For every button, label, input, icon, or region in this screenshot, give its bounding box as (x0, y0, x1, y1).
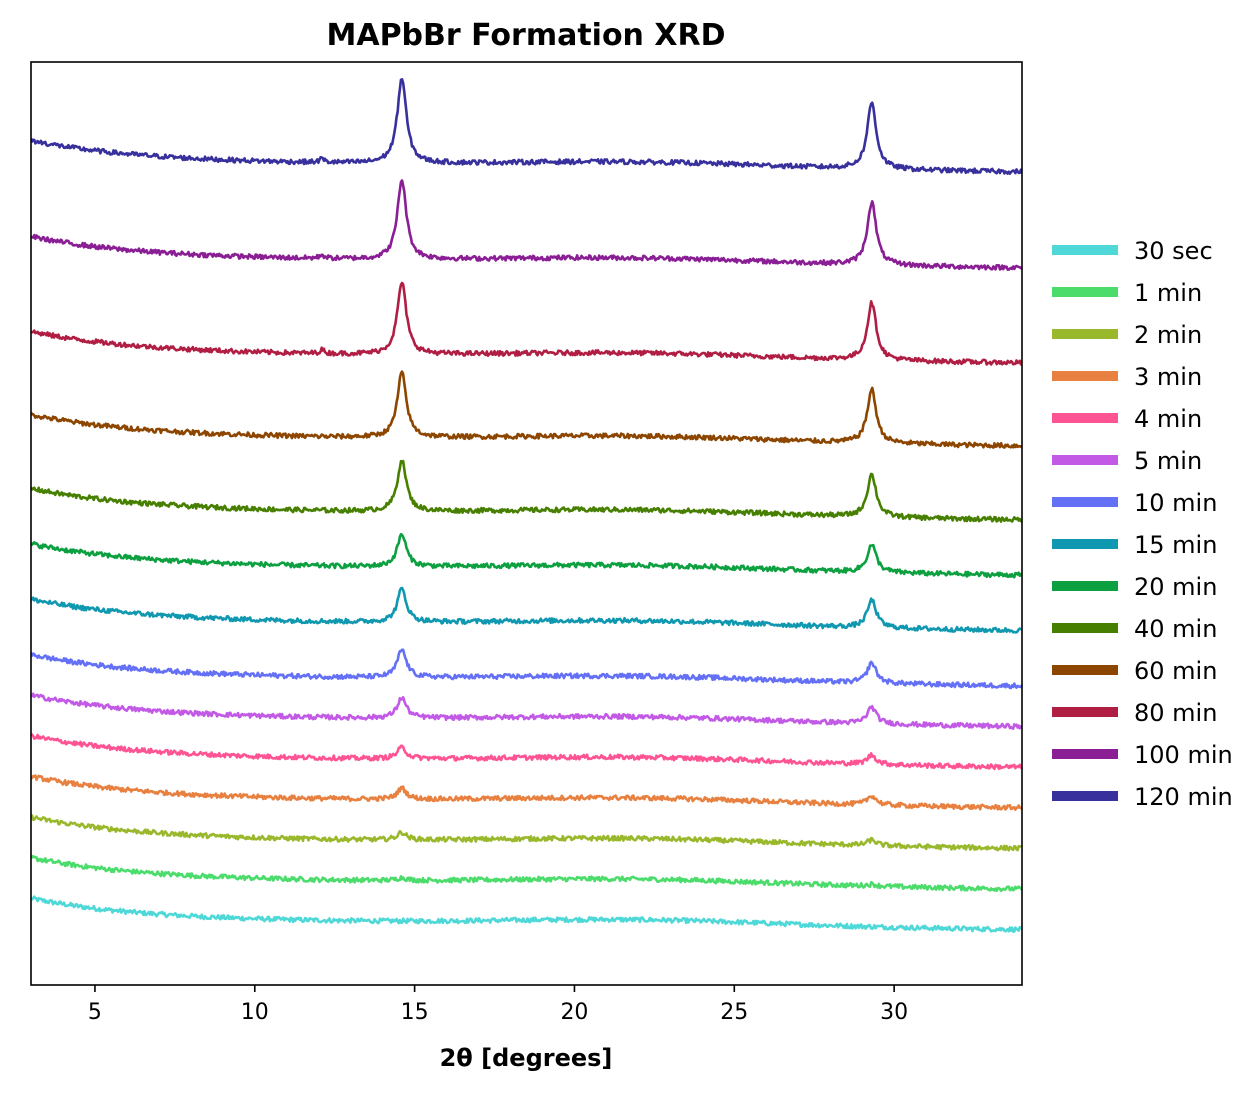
series-line-15-min (31, 586, 1022, 634)
legend-swatch (1052, 413, 1118, 423)
legend-swatch (1052, 581, 1118, 591)
series-line-10-min (31, 648, 1022, 690)
legend-label: 3 min (1134, 363, 1202, 391)
x-tick-label: 5 (88, 1000, 102, 1025)
series-line-1-min (31, 854, 1022, 893)
series-line-30-sec (31, 895, 1022, 933)
legend-swatch (1052, 707, 1118, 717)
legend-swatch (1052, 497, 1118, 507)
x-tick-label: 25 (720, 1000, 748, 1025)
legend-label: 1 min (1134, 279, 1202, 307)
legend-label: 10 min (1134, 489, 1217, 517)
legend-label: 120 min (1134, 783, 1233, 811)
legend-swatch (1052, 749, 1118, 759)
legend-swatch (1052, 539, 1118, 549)
legend-label: 2 min (1134, 321, 1202, 349)
legend-label: 5 min (1134, 447, 1202, 475)
legend: 30 sec 1 min 2 min 3 min 4 min 5 min 10 min 15 … (1052, 237, 1233, 811)
series-line-5-min (31, 692, 1022, 730)
series-line-100-min (31, 179, 1022, 271)
legend-swatch (1052, 665, 1118, 675)
legend-label: 15 min (1134, 531, 1217, 559)
legend-swatch (1052, 791, 1118, 801)
legend-label: 4 min (1134, 405, 1202, 433)
series-line-60-min (31, 370, 1022, 449)
legend-swatch (1052, 623, 1118, 633)
series-line-20-min (31, 532, 1022, 579)
series-line-40-min (31, 459, 1022, 523)
legend-swatch (1052, 371, 1118, 381)
x-tick-label: 10 (241, 1000, 269, 1025)
legend-label: 30 sec (1134, 237, 1213, 265)
legend-swatch (1052, 245, 1118, 255)
series-line-80-min (31, 281, 1022, 366)
series-line-4-min (31, 732, 1022, 771)
legend-label: 80 min (1134, 699, 1217, 727)
x-tick-label: 20 (560, 1000, 588, 1025)
x-axis-ticks: 5 10 15 20 25 30 (88, 985, 908, 1025)
x-tick-label: 30 (880, 1000, 908, 1025)
legend-label: 100 min (1134, 741, 1233, 769)
legend-label: 60 min (1134, 657, 1217, 685)
legend-swatch (1052, 455, 1118, 465)
legend-swatch (1052, 287, 1118, 297)
series-layer (31, 78, 1022, 933)
x-axis-label: 2θ [degrees] (440, 1044, 613, 1072)
legend-label: 40 min (1134, 615, 1217, 643)
plot-frame (30, 61, 1023, 986)
legend-label: 20 min (1134, 573, 1217, 601)
series-line-120-min (31, 78, 1022, 175)
chart-title: MAPbBr Formation XRD (327, 18, 726, 53)
series-line-2-min (31, 813, 1022, 852)
series-line-3-min (31, 774, 1022, 811)
legend-swatch (1052, 329, 1118, 339)
x-tick-label: 15 (401, 1000, 429, 1025)
